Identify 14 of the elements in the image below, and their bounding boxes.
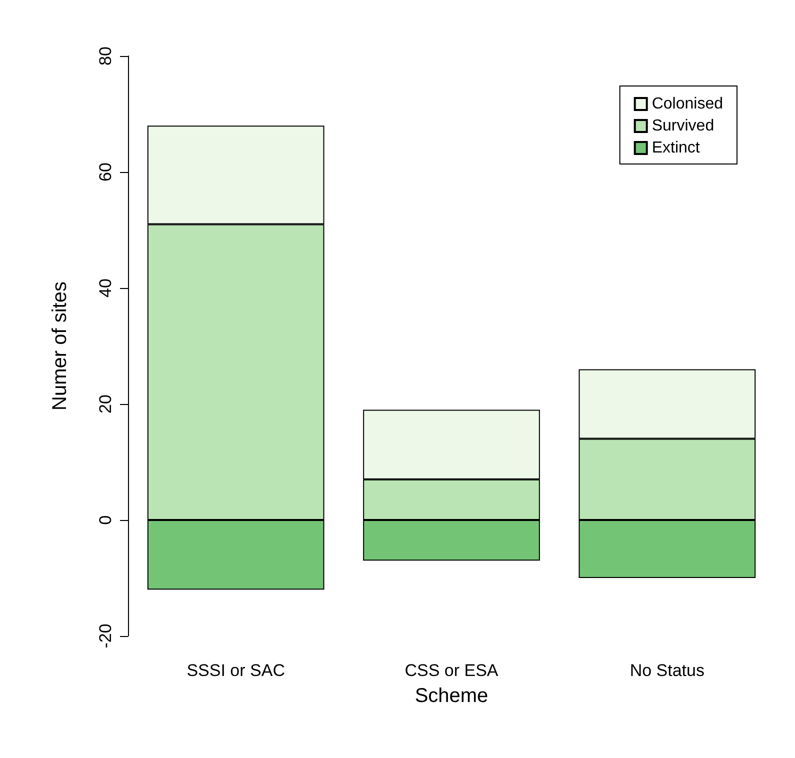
- x-tick-label: SSSI or SAC: [186, 661, 285, 680]
- x-tick-label: CSS or ESA: [404, 661, 499, 680]
- legend-label: Extinct: [652, 140, 700, 156]
- y-tick-label: 40: [96, 278, 115, 298]
- y-tick-label: 0: [96, 515, 115, 525]
- y-tick-label: 60: [96, 162, 115, 182]
- legend-label: Survived: [652, 118, 714, 134]
- y-axis-title: Numer of sites: [49, 282, 71, 410]
- legend-label: Colonised: [652, 96, 723, 112]
- x-tick-label: No Status: [630, 661, 704, 680]
- y-tick-label: -20: [96, 624, 115, 648]
- x-axis-title: Scheme: [414, 685, 488, 707]
- y-tick-label: 80: [96, 46, 115, 66]
- y-tick-label: 20: [96, 394, 115, 414]
